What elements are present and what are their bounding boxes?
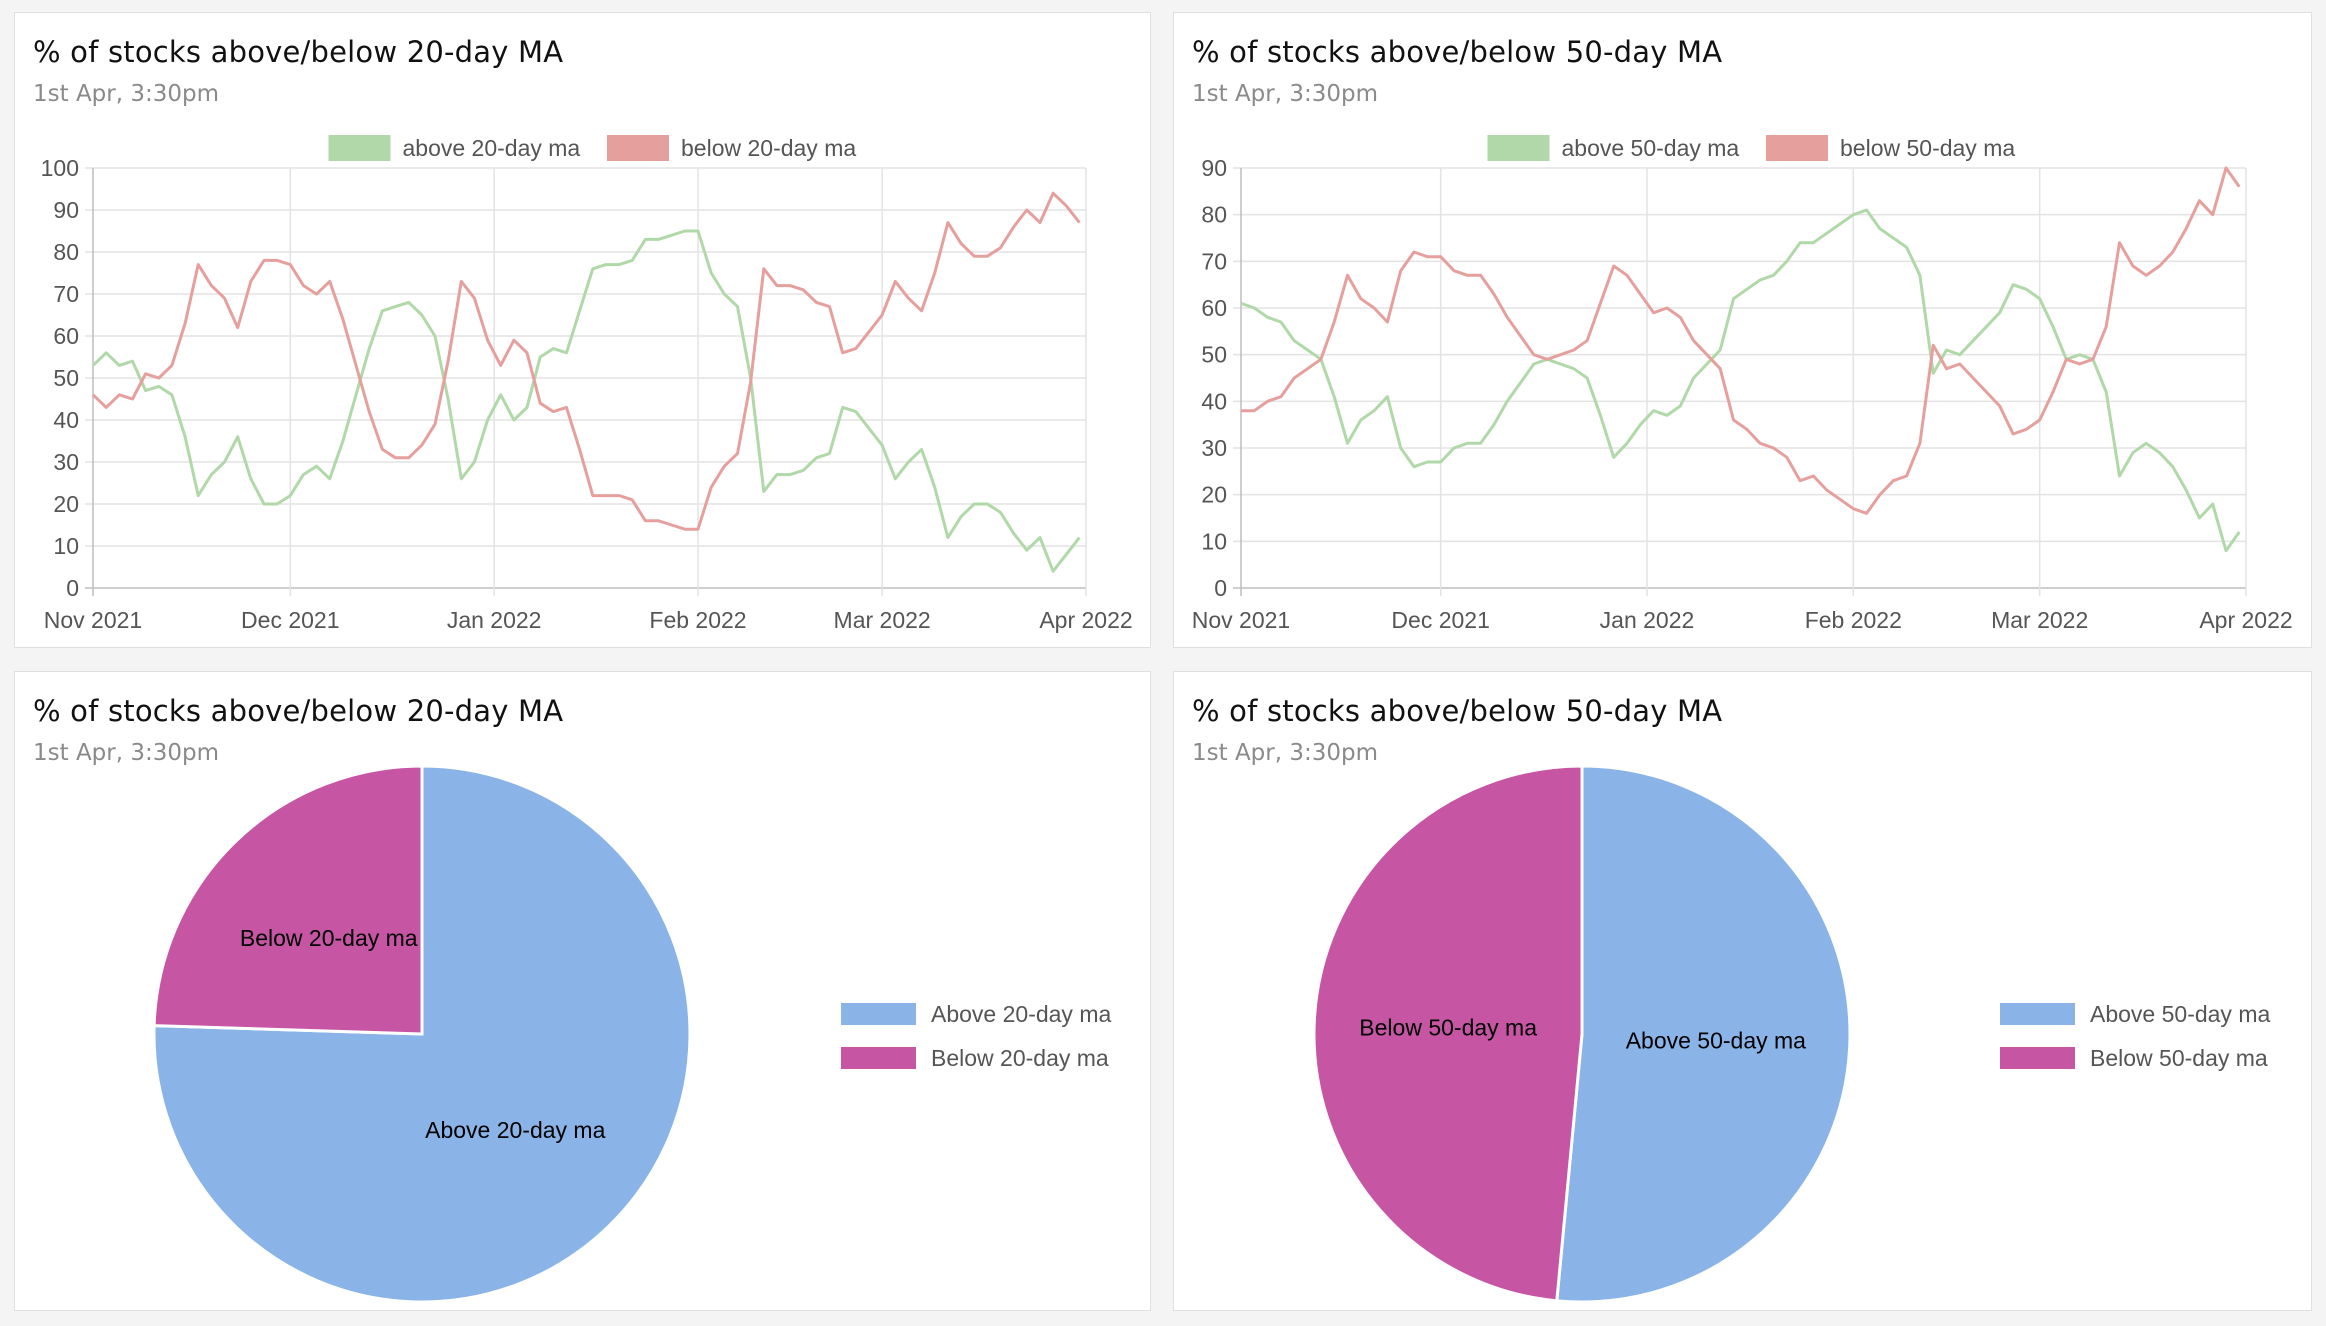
panel-subtitle: 1st Apr, 3:30pm <box>1192 81 1379 107</box>
x-tick-label: Nov 2021 <box>1192 607 1290 633</box>
panel-subtitle: 1st Apr, 3:30pm <box>33 81 220 107</box>
legend-swatch <box>607 135 669 161</box>
legend-label: below 20-day ma <box>681 135 856 161</box>
legend-label: Above 20-day ma <box>931 1001 1111 1027</box>
pie-chart-panel-20day: % of stocks above/below 20-day MA 1st Ap… <box>14 671 1151 1311</box>
pie-slice-above <box>1555 764 1852 1304</box>
y-tick-label: 20 <box>1201 482 1227 508</box>
pie <box>1312 764 1852 1304</box>
legend-swatch <box>2000 1047 2075 1069</box>
pie-slice-label: Above 20-day ma <box>425 1117 605 1143</box>
pie-slice-below <box>152 764 424 1036</box>
pie-chart-panel-50day: % of stocks above/below 50-day MA 1st Ap… <box>1173 671 2312 1311</box>
y-tick-label: 10 <box>1201 528 1227 554</box>
y-tick-label: 100 <box>41 155 79 181</box>
panel-title: % of stocks above/below 20-day MA <box>33 694 564 728</box>
x-tick-label: Jan 2022 <box>1600 607 1695 633</box>
series-line-below <box>1241 166 2241 515</box>
y-tick-label: 0 <box>1214 575 1227 601</box>
y-tick-label: 40 <box>1201 388 1227 414</box>
y-tick-label: 50 <box>1201 342 1227 368</box>
y-tick-label: 60 <box>1201 295 1227 321</box>
y-tick-label: 80 <box>53 239 79 265</box>
line-chart-20day: 0 10 20 30 40 50 60 70 80 90 100 Nov 2021 Dec 2021 Ja… <box>41 135 1133 633</box>
legend-swatch <box>841 1003 916 1025</box>
pie-slice-label: Below 50-day ma <box>1359 1015 1537 1041</box>
y-tick-label: 60 <box>53 323 79 349</box>
y-tick-label: 90 <box>53 197 79 223</box>
line-chart-panel-50day: % of stocks above/below 50-day MA 1st Ap… <box>1173 12 2312 648</box>
y-tick-label: 80 <box>1201 202 1227 228</box>
series-line-above <box>91 229 1081 573</box>
y-tick-label: 10 <box>53 533 79 559</box>
y-tick-label: 0 <box>66 575 79 601</box>
gridlines <box>1233 167 2247 596</box>
legend-label: Below 20-day ma <box>931 1045 1109 1071</box>
legend: Above 50-day ma Below 50-day ma <box>2000 1001 2270 1071</box>
legend: above 50-day ma below 50-day ma <box>1487 135 2015 161</box>
legend-label: above 50-day ma <box>1562 135 1740 161</box>
y-tick-label: 20 <box>53 491 79 517</box>
legend-swatch <box>2000 1003 2075 1025</box>
pie <box>152 764 692 1304</box>
legend-label: Above 50-day ma <box>2090 1001 2270 1027</box>
x-tick-label: Jan 2022 <box>447 607 542 633</box>
x-tick-label: Nov 2021 <box>44 607 142 633</box>
y-tick-label: 90 <box>1201 155 1227 181</box>
legend-label: above 20-day ma <box>403 135 581 161</box>
x-tick-label: Apr 2022 <box>1039 607 1132 633</box>
y-tick-label: 30 <box>1201 435 1227 461</box>
gridlines <box>85 167 1087 596</box>
legend-swatch <box>1766 135 1828 161</box>
pie-slice-label: Above 50-day ma <box>1626 1027 1806 1053</box>
y-tick-label: 40 <box>53 407 79 433</box>
x-tick-label: Apr 2022 <box>2199 607 2292 633</box>
pie-slice-below <box>1312 764 1584 1303</box>
x-tick-label: Dec 2021 <box>241 607 339 633</box>
legend-label: below 50-day ma <box>1840 135 2015 161</box>
line-chart-panel-20day: % of stocks above/below 20-day MA 1st Ap… <box>14 12 1151 648</box>
legend: Above 20-day ma Below 20-day ma <box>841 1001 1111 1071</box>
legend-swatch <box>1487 135 1550 161</box>
panel-title: % of stocks above/below 50-day MA <box>1192 35 1723 69</box>
y-tick-label: 70 <box>1201 248 1227 274</box>
x-tick-label: Dec 2021 <box>1391 607 1489 633</box>
y-tick-label: 70 <box>53 281 79 307</box>
y-tick-label: 50 <box>53 365 79 391</box>
series-line-below <box>91 191 1081 531</box>
panel-title: % of stocks above/below 50-day MA <box>1192 694 1723 728</box>
panel-subtitle: 1st Apr, 3:30pm <box>33 740 220 766</box>
pie-slice-label: Below 20-day ma <box>240 925 418 951</box>
legend-label: Below 50-day ma <box>2090 1045 2268 1071</box>
legend-swatch <box>841 1047 916 1069</box>
legend-swatch <box>328 135 391 161</box>
panel-subtitle: 1st Apr, 3:30pm <box>1192 740 1379 766</box>
x-tick-label: Feb 2022 <box>649 607 746 633</box>
x-tick-label: Mar 2022 <box>834 607 931 633</box>
panel-title: % of stocks above/below 20-day MA <box>33 35 564 69</box>
x-tick-label: Mar 2022 <box>1991 607 2088 633</box>
legend: above 20-day ma below 20-day ma <box>328 135 856 161</box>
y-tick-label: 30 <box>53 449 79 475</box>
x-tick-label: Feb 2022 <box>1805 607 1902 633</box>
line-chart-50day: 0 10 20 30 40 50 60 70 80 90 Nov 2021 Dec 2021 Jan 2… <box>1192 135 2293 633</box>
series-line-above <box>1240 208 2241 553</box>
